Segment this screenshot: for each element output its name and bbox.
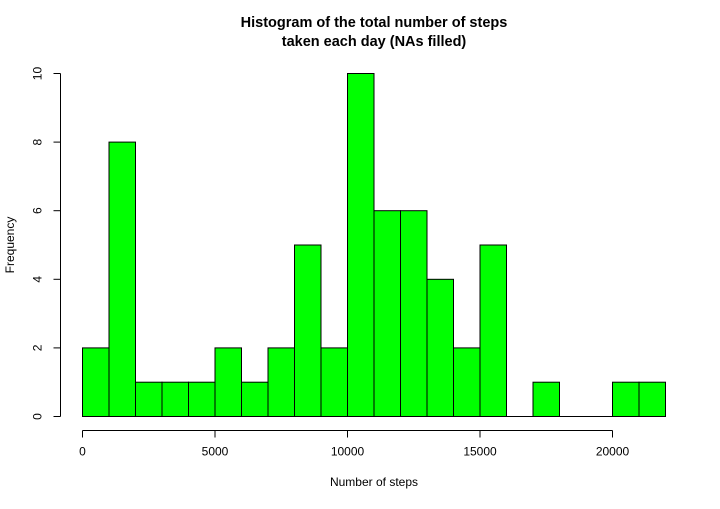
x-tick-label: 15000 (463, 445, 497, 459)
y-tick-label: 4 (31, 276, 45, 283)
histogram-bar (188, 381, 216, 418)
y-tick-label: 0 (31, 413, 45, 420)
histogram-bar (532, 381, 560, 418)
histogram-bar (320, 347, 348, 417)
histogram-bar (135, 381, 163, 418)
x-axis-label: Number of steps (330, 475, 418, 489)
chart-title-line-1: Histogram of the total number of steps (241, 15, 508, 31)
histogram-bar (453, 347, 481, 417)
histogram-bar (294, 244, 322, 417)
histogram-bar (400, 210, 428, 417)
bars-group (82, 73, 666, 418)
histogram-bar (108, 141, 136, 417)
chart-title-line-2: taken each day (NAs filled) (282, 34, 467, 50)
x-axis: 0 5000 10000 15000 20000 (79, 430, 630, 459)
histogram-bar (612, 381, 640, 418)
histogram-bar (373, 210, 401, 417)
y-tick-label: 8 (31, 138, 45, 145)
histogram-bar (479, 244, 507, 417)
x-tick-label: 0 (79, 445, 86, 459)
y-tick-label: 2 (31, 344, 45, 351)
y-axis-label: Frequency (3, 217, 17, 274)
x-tick-label: 10000 (331, 445, 365, 459)
x-tick-label: 20000 (596, 445, 630, 459)
histogram-bar (267, 347, 295, 417)
y-tick-label: 6 (31, 207, 45, 214)
y-axis: 0 2 4 6 8 10 (31, 67, 61, 420)
histogram-bar (426, 278, 454, 417)
histogram-bar (638, 381, 666, 418)
histogram-bar (347, 73, 375, 417)
histogram-bar (161, 381, 189, 418)
y-tick-label: 10 (31, 67, 45, 81)
x-tick-label: 5000 (202, 445, 229, 459)
histogram-bar (82, 347, 110, 417)
histogram-bar (241, 381, 269, 418)
histogram-bar (214, 347, 242, 417)
